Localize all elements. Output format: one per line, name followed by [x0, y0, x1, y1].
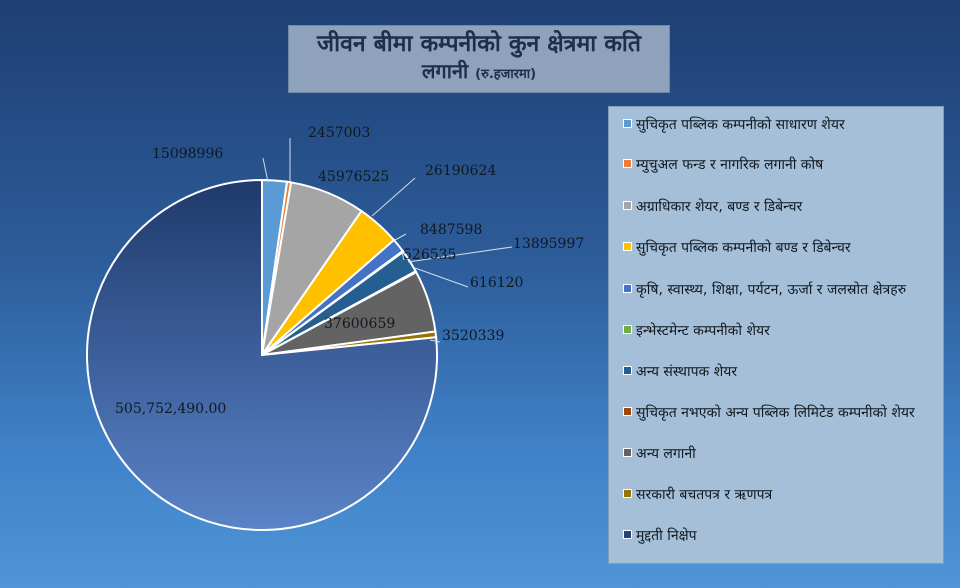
data-label: 37600659 — [324, 316, 395, 332]
legend-label: कृषि, स्वास्थ्य, शिक्षा, पर्यटन, ऊर्जा र… — [636, 282, 907, 298]
legend-item: म्युचुअल फन्ड र नागरिक लगानी कोष — [623, 157, 935, 174]
legend-label: सुचिकृत पब्लिक कम्पनीको बण्ड र डिबेन्चर — [636, 240, 851, 256]
legend-swatch — [623, 366, 632, 375]
chart-title-unit: (रु.हजारमा) — [475, 67, 537, 82]
data-label: 2457003 — [308, 125, 370, 141]
pie-slice — [86, 178, 438, 531]
data-label: 13895997 — [513, 236, 584, 252]
legend-label: म्युचुअल फन्ड र नागरिक लगानी कोष — [636, 157, 824, 173]
data-label: 8487598 — [420, 222, 482, 238]
legend-swatch — [623, 448, 632, 457]
chart-title-line1: जीवन बीमा कम्पनीको कुन क्षेत्रमा कति — [317, 31, 641, 57]
legend-item: कृषि, स्वास्थ्य, शिक्षा, पर्यटन, ऊर्जा र… — [623, 282, 935, 299]
legend-item: मुद्दती निक्षेप — [623, 528, 935, 545]
leader-line — [371, 177, 416, 217]
chart-title: जीवन बीमा कम्पनीको कुन क्षेत्रमा कति लगा… — [288, 25, 670, 93]
legend-swatch — [623, 242, 632, 251]
data-label: 616120 — [470, 275, 523, 291]
legend-swatch — [623, 325, 632, 334]
legend-swatch — [623, 119, 632, 128]
legend-label: अन्य लगानी — [636, 446, 696, 462]
legend-label: अन्य संस्थापक शेयर — [636, 364, 738, 380]
legend-label: इन्भेस्टमेन्ट कम्पनीको शेयर — [636, 323, 770, 339]
data-label: 3520339 — [442, 328, 504, 344]
leader-line — [401, 251, 405, 261]
legend-swatch — [623, 530, 632, 539]
legend-item: अन्य संस्थापक शेयर — [623, 364, 935, 381]
data-label: 505,752,490.00 — [115, 401, 226, 417]
legend-label: अग्राधिकार शेयर, बण्ड र डिबेन्चर — [636, 199, 803, 215]
legend-item: सुचिकृत पब्लिक कम्पनीको साधारण शेयर — [623, 117, 935, 134]
leader-line — [429, 339, 441, 343]
legend-label: मुद्दती निक्षेप — [636, 528, 697, 544]
legend-item: सुचिकृत नभएको अन्य पब्लिक लिमिटेड कम्पनी… — [623, 405, 935, 422]
data-label: 526535 — [403, 247, 456, 263]
legend-label: सुचिकृत पब्लिक कम्पनीको साधारण शेयर — [636, 117, 845, 133]
legend: सुचिकृत पब्लिक कम्पनीको साधारण शेयर म्युच… — [608, 106, 944, 564]
data-label: 15098996 — [152, 146, 223, 162]
legend-item: सरकारी बचतपत्र र ऋणपत्र — [623, 487, 935, 504]
legend-item: सुचिकृत पब्लिक कम्पनीको बण्ड र डिबेन्चर — [623, 240, 935, 257]
leader-line — [262, 157, 269, 183]
legend-swatch — [623, 407, 632, 416]
legend-item: अन्य लगानी — [623, 446, 935, 463]
chart-title-main: लगानी — [421, 59, 469, 83]
legend-label: सरकारी बचतपत्र र ऋणपत्र — [636, 487, 773, 503]
legend-swatch — [623, 489, 632, 498]
legend-label: सुचिकृत नभएको अन्य पब्लिक लिमिटेड कम्पनी… — [636, 405, 915, 421]
chart-title-line2: लगानी (रु.हजारमा) — [289, 58, 669, 88]
leader-line — [407, 246, 513, 263]
legend-swatch — [623, 159, 632, 168]
legend-swatch — [623, 201, 632, 210]
leader-line — [394, 233, 407, 241]
data-label: 45976525 — [318, 169, 389, 185]
data-label: 26190624 — [425, 163, 496, 179]
legend-swatch — [623, 284, 632, 293]
legend-item: इन्भेस्टमेन्ट कम्पनीको शेयर — [623, 323, 935, 340]
legend-item: अग्राधिकार शेयर, बण्ड र डिबेन्चर — [623, 199, 935, 216]
leader-line — [414, 267, 469, 288]
